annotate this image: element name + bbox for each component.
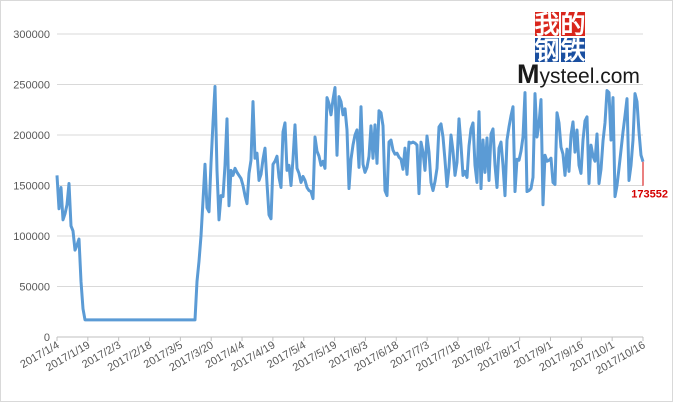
y-tick-label: 150000 xyxy=(13,181,50,193)
y-tick-label: 300000 xyxy=(13,29,50,41)
logo-box-2 xyxy=(561,12,585,36)
mysteel-logo: 我 的 钢 铁 Mysteel.com xyxy=(517,10,640,89)
series-line xyxy=(55,85,645,322)
x-axis-ticks: 2017/1/42017/1/192017/2/32017/2/182017/3… xyxy=(18,337,648,377)
last-value-label: 173552 xyxy=(631,189,668,201)
y-axis-ticks: 0 50000 100000 150000 200000 250000 300000 xyxy=(13,29,50,344)
y-tick-label: 100000 xyxy=(13,231,50,243)
logo-wordmark-initial: M xyxy=(517,59,540,89)
y-tick-label: 0 xyxy=(44,332,50,344)
y-tick-label: 250000 xyxy=(13,80,50,92)
logo-char-3: 钢 xyxy=(534,36,559,65)
logo-box-1 xyxy=(535,12,559,36)
logo-char-1: 我 xyxy=(534,10,559,39)
logo-box-4 xyxy=(561,38,585,62)
logo-wordmark: Mysteel.com xyxy=(517,59,640,89)
logo-box-3 xyxy=(535,38,559,62)
logo-char-4: 铁 xyxy=(560,36,585,65)
y-tick-label: 200000 xyxy=(13,130,50,142)
logo-char-2: 的 xyxy=(560,10,585,39)
y-tick-label: 50000 xyxy=(19,282,50,294)
logo-wordmark-rest: ysteel.com xyxy=(540,65,640,88)
